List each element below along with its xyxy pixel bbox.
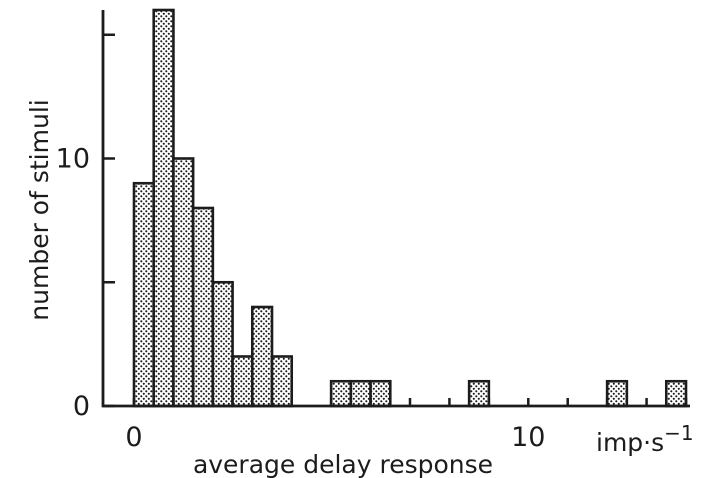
histogram-bar-12	[605, 379, 629, 408]
histogram-bar-0	[132, 181, 156, 408]
histogram-bar-11	[467, 379, 491, 408]
histogram-bar-7	[270, 355, 294, 408]
histogram-bar-3	[191, 206, 215, 408]
histogram-bar-6	[250, 305, 274, 408]
x-axis-title: average delay response	[193, 450, 493, 478]
x-axis-ticks	[132, 398, 688, 406]
histogram-bars	[132, 8, 688, 408]
x-axis-unit-exponent: −1	[664, 421, 693, 445]
x-tick-label: 10	[511, 422, 545, 453]
histogram-bar-2	[172, 157, 195, 408]
y-axis-tick-labels: 0 10	[56, 144, 90, 423]
y-axis-ticks	[103, 33, 115, 408]
x-tick-label: 0	[125, 422, 142, 453]
histogram-bar-8	[329, 379, 353, 408]
y-tick-label: 10	[56, 144, 90, 175]
histogram-bar-9	[349, 379, 372, 408]
histogram-bar-13	[664, 379, 688, 408]
x-axis-unit: imp·s−1	[596, 421, 694, 457]
histogram-bar-4	[211, 280, 234, 408]
histogram-bar-10	[369, 379, 392, 408]
histogram-bar-1	[152, 8, 175, 408]
x-axis-tick-labels: 0 10	[125, 422, 545, 453]
y-axis-title: number of stimuli	[25, 99, 54, 320]
y-tick-label: 0	[73, 391, 90, 422]
histogram-bar-5	[231, 355, 254, 408]
